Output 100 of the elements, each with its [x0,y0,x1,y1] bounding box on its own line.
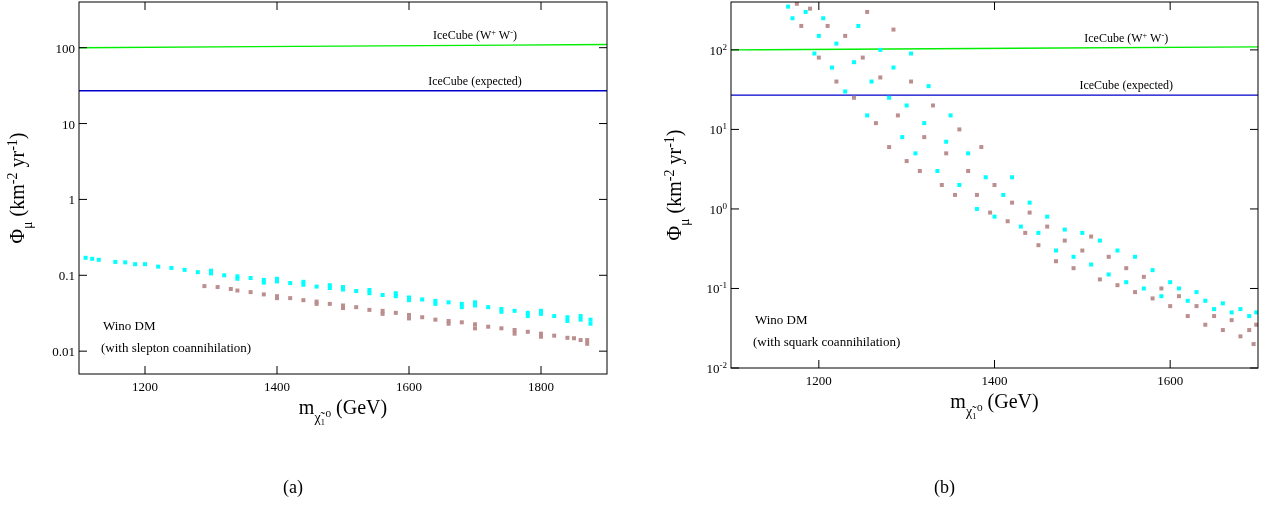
text: (a) [283,477,303,498]
point [992,183,997,187]
point [420,315,425,320]
point [803,9,808,14]
point [473,326,477,331]
point [572,336,576,341]
point [1212,314,1217,319]
point [96,257,101,262]
point [900,135,905,140]
point [288,296,293,301]
point [1097,277,1102,282]
point [1133,254,1138,259]
point [851,60,856,65]
point [1141,274,1146,279]
point [913,151,918,156]
point [1247,314,1252,319]
point [891,27,896,32]
point [222,273,227,278]
point [248,276,253,281]
point [1251,342,1256,347]
point [552,333,557,338]
point [248,290,253,295]
point [459,305,464,310]
point [1053,259,1058,264]
point [486,324,491,329]
point [992,214,997,219]
y-tick-label: 10 [62,116,75,132]
point [588,321,593,326]
point [156,264,161,269]
point [565,315,570,320]
point [354,289,359,294]
point [512,308,517,313]
point [565,335,570,340]
point [904,103,909,108]
point [816,55,821,60]
annotation: (with squark coannihilation) [753,334,901,349]
point [195,270,200,275]
point [1010,200,1015,205]
point [1238,334,1243,339]
point [957,127,962,132]
point [1159,286,1164,291]
point [816,33,821,38]
point [1089,234,1094,239]
point [957,183,962,187]
point [123,260,128,265]
point [1212,307,1217,312]
point [878,75,883,80]
point [1194,290,1199,295]
point [367,307,372,312]
point [143,262,147,267]
point [433,317,438,322]
point [578,338,583,343]
point [988,210,993,215]
text: (b) [934,477,955,498]
point [1229,318,1234,323]
x-tick-label: 1200 [132,379,158,394]
point [974,192,979,197]
point [499,326,504,331]
point [1071,266,1076,271]
point [90,256,95,261]
point [926,84,931,89]
point [585,338,590,343]
point [1045,214,1050,219]
point [931,103,936,108]
point [974,206,979,211]
point [1168,280,1173,285]
point [843,89,848,94]
point [182,267,187,272]
point [1062,238,1067,243]
point [1185,298,1190,303]
point [843,33,848,38]
point [909,79,914,84]
point [895,113,900,118]
point [228,286,233,291]
point [301,298,306,303]
point [1106,254,1111,259]
point [909,51,914,56]
point [1203,298,1208,303]
point [1220,301,1225,306]
x-axis-title: m$_{χ̃₁⁰}$ (GeV) [298,396,388,425]
point [799,23,804,28]
point [1053,248,1058,253]
point [887,145,892,150]
point [486,305,491,310]
point [1080,248,1085,253]
point [1203,322,1208,327]
point [1124,280,1129,285]
point [578,317,583,322]
y-tick-label: 10$^{2}$ [709,41,728,58]
point [525,329,530,334]
x-tick-label: 1400 [264,379,290,394]
point [1247,328,1252,333]
x-tick-label: 1600 [1157,373,1184,388]
point [1194,304,1199,309]
point [1168,304,1173,309]
point [202,284,207,289]
point [1018,224,1023,229]
point [585,341,590,346]
annotation: (with slepton coannihilation) [101,340,252,355]
point [1185,314,1190,319]
